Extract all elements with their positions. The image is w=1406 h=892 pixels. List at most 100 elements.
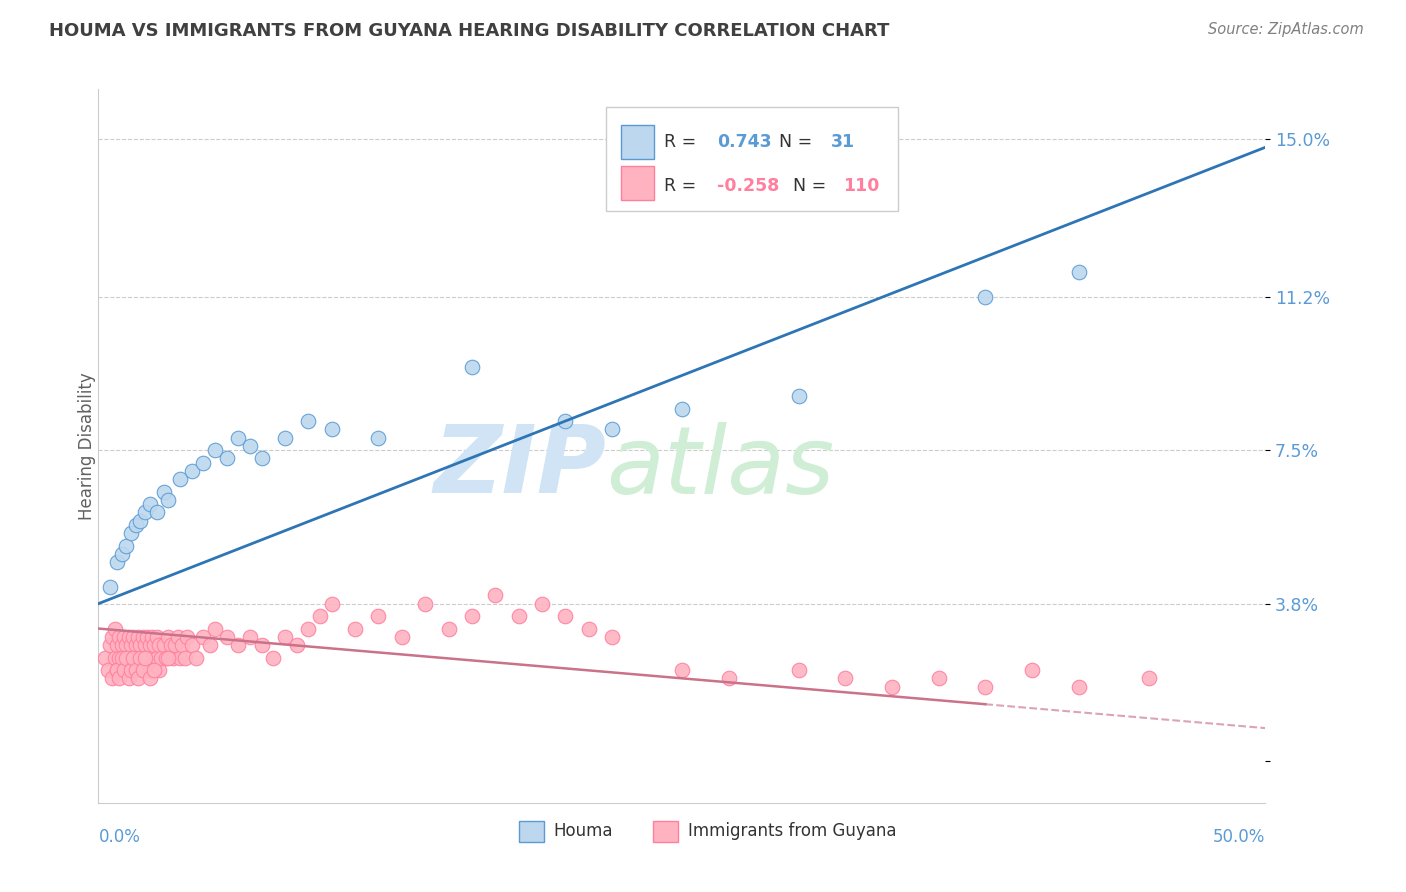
- Text: -0.258: -0.258: [717, 177, 779, 194]
- Point: [461, 609, 484, 624]
- Point: [120, 663, 142, 677]
- Point: [134, 663, 156, 677]
- Point: [215, 451, 238, 466]
- Text: atlas: atlas: [606, 422, 834, 513]
- Point: [157, 630, 180, 644]
- Point: [1067, 680, 1090, 694]
- Point: [193, 630, 215, 644]
- Point: [129, 663, 152, 677]
- Point: [115, 638, 138, 652]
- Point: [413, 597, 436, 611]
- Text: N =: N =: [779, 133, 817, 151]
- Point: [157, 492, 180, 507]
- Point: [120, 526, 142, 541]
- Point: [132, 630, 155, 644]
- Point: [141, 630, 163, 644]
- Text: 0.743: 0.743: [717, 133, 772, 151]
- Point: [146, 650, 169, 665]
- Text: Source: ZipAtlas.com: Source: ZipAtlas.com: [1208, 22, 1364, 37]
- Point: [169, 650, 191, 665]
- Point: [101, 671, 124, 685]
- Point: [180, 464, 202, 478]
- Point: [155, 650, 177, 665]
- Point: [309, 609, 332, 624]
- Y-axis label: Hearing Disability: Hearing Disability: [79, 372, 96, 520]
- Text: Immigrants from Guyana: Immigrants from Guyana: [688, 822, 896, 840]
- Point: [508, 609, 530, 624]
- Point: [186, 650, 208, 665]
- Point: [118, 650, 141, 665]
- Point: [671, 401, 693, 416]
- Point: [321, 597, 343, 611]
- Point: [554, 609, 576, 624]
- Point: [94, 650, 117, 665]
- Point: [391, 630, 413, 644]
- Point: [115, 663, 138, 677]
- Point: [98, 638, 121, 652]
- Point: [787, 663, 810, 677]
- Text: 50.0%: 50.0%: [1213, 828, 1265, 846]
- Point: [139, 663, 162, 677]
- Point: [250, 451, 273, 466]
- Point: [143, 638, 166, 652]
- Point: [134, 505, 156, 519]
- Point: [97, 663, 120, 677]
- Point: [108, 630, 131, 644]
- Point: [112, 650, 135, 665]
- Point: [111, 650, 134, 665]
- Point: [297, 414, 319, 428]
- Point: [169, 472, 191, 486]
- Point: [108, 671, 131, 685]
- Point: [228, 431, 250, 445]
- Point: [159, 638, 181, 652]
- Point: [139, 671, 162, 685]
- Point: [152, 484, 174, 499]
- FancyBboxPatch shape: [621, 125, 654, 159]
- Point: [437, 622, 460, 636]
- Point: [180, 638, 202, 652]
- Point: [530, 597, 553, 611]
- FancyBboxPatch shape: [606, 107, 898, 211]
- Point: [166, 630, 188, 644]
- Point: [146, 630, 169, 644]
- Point: [204, 443, 226, 458]
- Point: [250, 638, 273, 652]
- Point: [112, 663, 135, 677]
- Point: [173, 650, 195, 665]
- Point: [367, 431, 389, 445]
- Point: [148, 638, 170, 652]
- Point: [134, 638, 156, 652]
- Point: [141, 650, 163, 665]
- Point: [162, 650, 184, 665]
- Point: [172, 638, 194, 652]
- Point: [112, 630, 135, 644]
- Point: [111, 638, 134, 652]
- Point: [150, 650, 173, 665]
- Point: [129, 514, 152, 528]
- Point: [118, 671, 141, 685]
- Point: [115, 650, 138, 665]
- Point: [134, 650, 156, 665]
- Point: [215, 630, 238, 644]
- Point: [122, 650, 145, 665]
- Point: [484, 588, 506, 602]
- Point: [285, 638, 308, 652]
- Point: [127, 671, 149, 685]
- Point: [105, 663, 128, 677]
- Point: [928, 671, 950, 685]
- Point: [554, 414, 576, 428]
- Point: [152, 638, 174, 652]
- Point: [125, 663, 148, 677]
- Point: [461, 360, 484, 375]
- Text: R =: R =: [665, 133, 702, 151]
- Point: [122, 630, 145, 644]
- Point: [129, 638, 152, 652]
- Text: 110: 110: [844, 177, 879, 194]
- Text: 0.0%: 0.0%: [98, 828, 141, 846]
- Point: [274, 431, 297, 445]
- Point: [239, 439, 262, 453]
- Point: [132, 663, 155, 677]
- Point: [105, 663, 128, 677]
- Point: [108, 650, 131, 665]
- Point: [578, 622, 600, 636]
